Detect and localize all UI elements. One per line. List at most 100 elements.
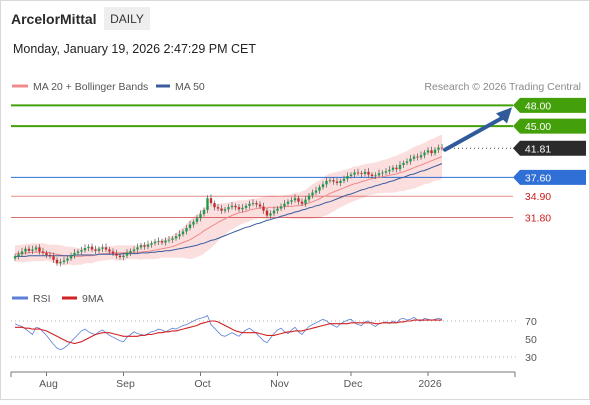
period-badge xyxy=(104,7,150,30)
candle-body xyxy=(342,178,346,181)
candle-body xyxy=(293,198,297,201)
ma20-legend-label: MA 20 + Bollinger Bands xyxy=(33,81,148,93)
candle-body xyxy=(192,221,195,225)
candle-body xyxy=(94,249,97,251)
candle-body xyxy=(430,150,433,154)
candle-body xyxy=(279,206,283,209)
candle-body xyxy=(297,198,300,202)
candle-body xyxy=(321,184,325,188)
candle-body xyxy=(59,261,62,264)
candle-body xyxy=(258,204,262,207)
rsi-ma-legend-label: 9MA xyxy=(82,293,104,305)
rsi-panel: 70 50 30 xyxy=(11,315,537,364)
candle-body xyxy=(69,255,73,259)
candle-body xyxy=(237,207,241,210)
candle-body xyxy=(202,209,206,215)
candle-body xyxy=(353,172,356,175)
candle-body xyxy=(283,203,286,207)
candle-body xyxy=(423,152,426,156)
candle-body xyxy=(328,180,332,181)
rsi-legend-label: RSI xyxy=(33,293,51,305)
rsi-tick-label: 50 xyxy=(525,334,537,346)
candle-body xyxy=(150,243,153,245)
candle-body xyxy=(227,207,230,210)
candle-body xyxy=(129,250,132,253)
candle-body xyxy=(125,252,129,256)
x-tick-label: Aug xyxy=(39,378,58,390)
price-panel: 48.00 45.00 41.81 37.60 34.90 31.80 xyxy=(11,97,586,267)
candle-body xyxy=(24,248,27,252)
candle-body xyxy=(377,173,381,176)
candle-body xyxy=(157,241,160,242)
candle-body xyxy=(220,208,223,211)
candle-body xyxy=(335,181,339,183)
candle-body xyxy=(73,252,76,256)
candle-body xyxy=(38,247,41,252)
candle-body xyxy=(115,253,118,256)
candle-body xyxy=(269,213,272,216)
candle-body xyxy=(381,172,384,174)
candle-body xyxy=(139,245,143,248)
candle-body xyxy=(241,207,244,210)
credit-label: Research © 2026 Trading Central xyxy=(424,81,581,93)
candle-body xyxy=(437,147,440,150)
candle-body xyxy=(391,167,395,170)
candle-body xyxy=(286,201,290,204)
candle-body xyxy=(374,175,377,177)
x-tick-label: Nov xyxy=(270,378,289,390)
candle-body xyxy=(230,205,234,208)
candle-body xyxy=(244,205,248,208)
candle-body xyxy=(307,195,311,200)
candle-body xyxy=(199,214,202,219)
candle-body xyxy=(146,244,150,247)
level-label-31-80: 31.80 xyxy=(525,213,551,225)
candle-body xyxy=(76,251,80,253)
candle-body xyxy=(416,156,419,158)
candle-body xyxy=(136,247,139,250)
rsi-tick-label: 70 xyxy=(525,316,537,328)
candle-body xyxy=(398,164,402,170)
rsi-tick-label: 30 xyxy=(525,352,537,364)
candle-body xyxy=(17,254,20,257)
candle-body xyxy=(346,176,349,179)
candle-body xyxy=(356,172,360,174)
candle-body xyxy=(325,180,328,185)
candle-body xyxy=(66,258,69,261)
level-tag-48-00 xyxy=(513,97,586,113)
ma50-line xyxy=(15,163,443,257)
candle-body xyxy=(108,249,111,252)
candle-body xyxy=(83,248,87,251)
datetime-label: Monday, January 19, 2026 2:47:29 PM CET xyxy=(13,42,256,56)
candle-body xyxy=(181,231,185,235)
candle-body xyxy=(349,174,353,177)
candle-body xyxy=(45,252,48,255)
candle-body xyxy=(248,203,251,206)
candle-body xyxy=(272,210,276,214)
level-label-41-81: 41.81 xyxy=(525,143,551,155)
candle-body xyxy=(395,167,398,170)
candle-body xyxy=(122,255,125,258)
candle-body xyxy=(384,171,388,173)
candle-body xyxy=(360,173,363,175)
candle-body xyxy=(104,247,108,250)
candle-body xyxy=(405,161,409,163)
candle-body xyxy=(55,259,59,264)
candle-body xyxy=(90,246,94,250)
candle-body xyxy=(160,241,164,243)
candle-body xyxy=(178,234,181,237)
candle-body xyxy=(185,227,188,232)
ma50-legend-label: MA 50 xyxy=(175,81,205,93)
ma20-line xyxy=(15,156,443,257)
candle-body xyxy=(52,256,55,260)
candle-body xyxy=(87,246,90,249)
candle-body xyxy=(304,199,307,204)
candle-body xyxy=(41,251,45,253)
candle-body xyxy=(412,156,416,159)
level-label-34-90: 34.90 xyxy=(525,191,551,203)
candle-body xyxy=(153,241,157,244)
bollinger-band xyxy=(15,134,442,266)
period-label: DAILY xyxy=(110,12,144,26)
candle-body xyxy=(234,205,237,208)
candle-body xyxy=(314,190,318,193)
candle-body xyxy=(195,218,199,222)
